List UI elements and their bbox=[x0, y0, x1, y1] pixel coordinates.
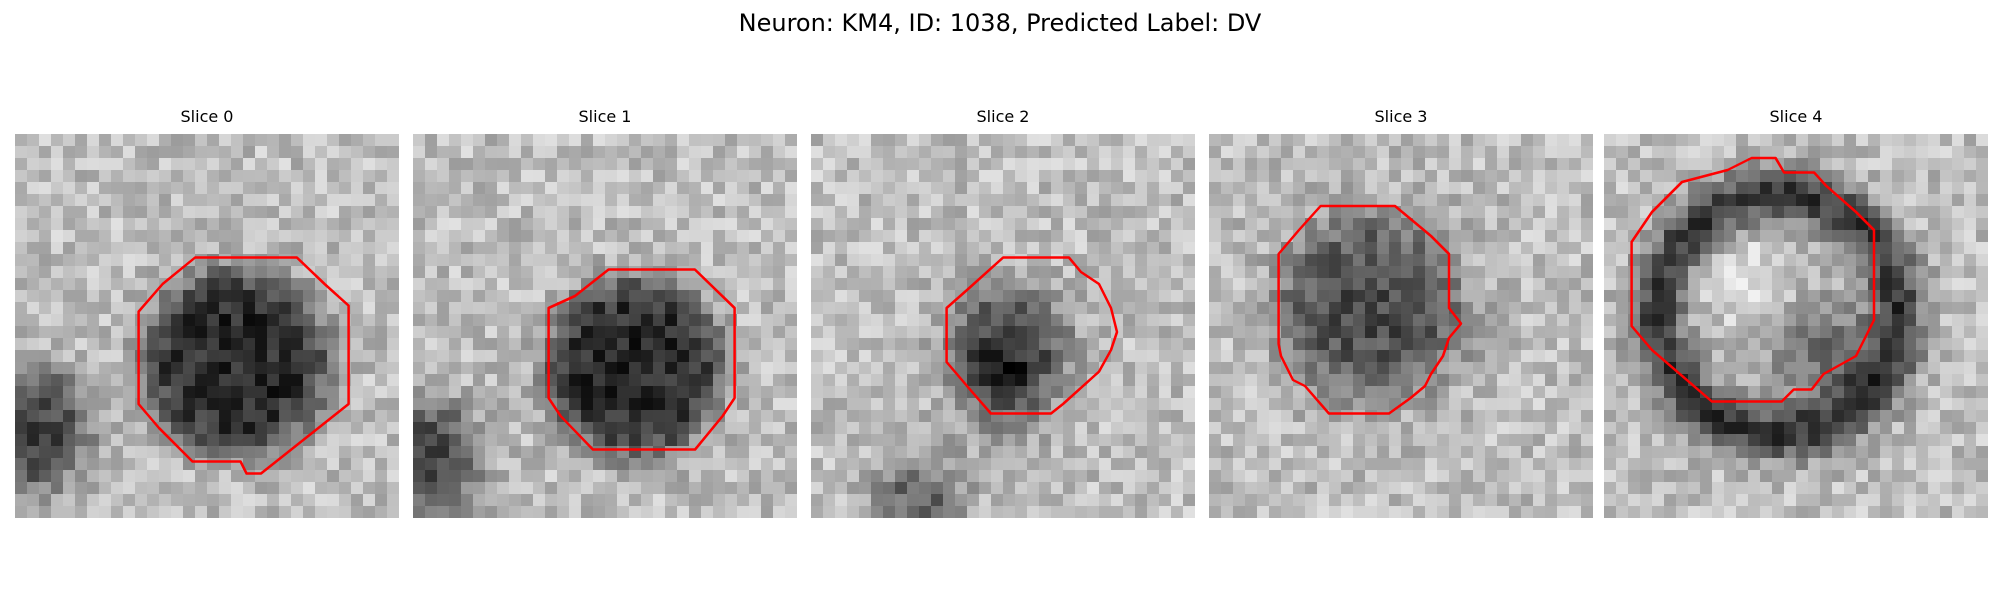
figure-title: Neuron: KM4, ID: 1038, Predicted Label: … bbox=[738, 9, 1262, 37]
slice-title: Slice 3 bbox=[1374, 107, 1428, 126]
slice-image-3 bbox=[1209, 134, 1593, 518]
slice-panel-1: Slice 1 bbox=[413, 106, 797, 518]
slice-title: Slice 2 bbox=[976, 107, 1030, 126]
slice-panel-0: Slice 0 bbox=[15, 106, 399, 518]
slice-image-4 bbox=[1604, 134, 1988, 518]
slice-title: Slice 4 bbox=[1769, 107, 1823, 126]
slice-image-1 bbox=[413, 134, 797, 518]
slice-panel-2: Slice 2 bbox=[811, 106, 1195, 518]
slice-panel-4: Slice 4 bbox=[1604, 106, 1988, 518]
slice-title: Slice 0 bbox=[180, 107, 234, 126]
slice-image-0 bbox=[15, 134, 399, 518]
slice-panel-3: Slice 3 bbox=[1209, 106, 1593, 518]
slice-image-2 bbox=[811, 134, 1195, 518]
slice-title: Slice 1 bbox=[578, 107, 632, 126]
